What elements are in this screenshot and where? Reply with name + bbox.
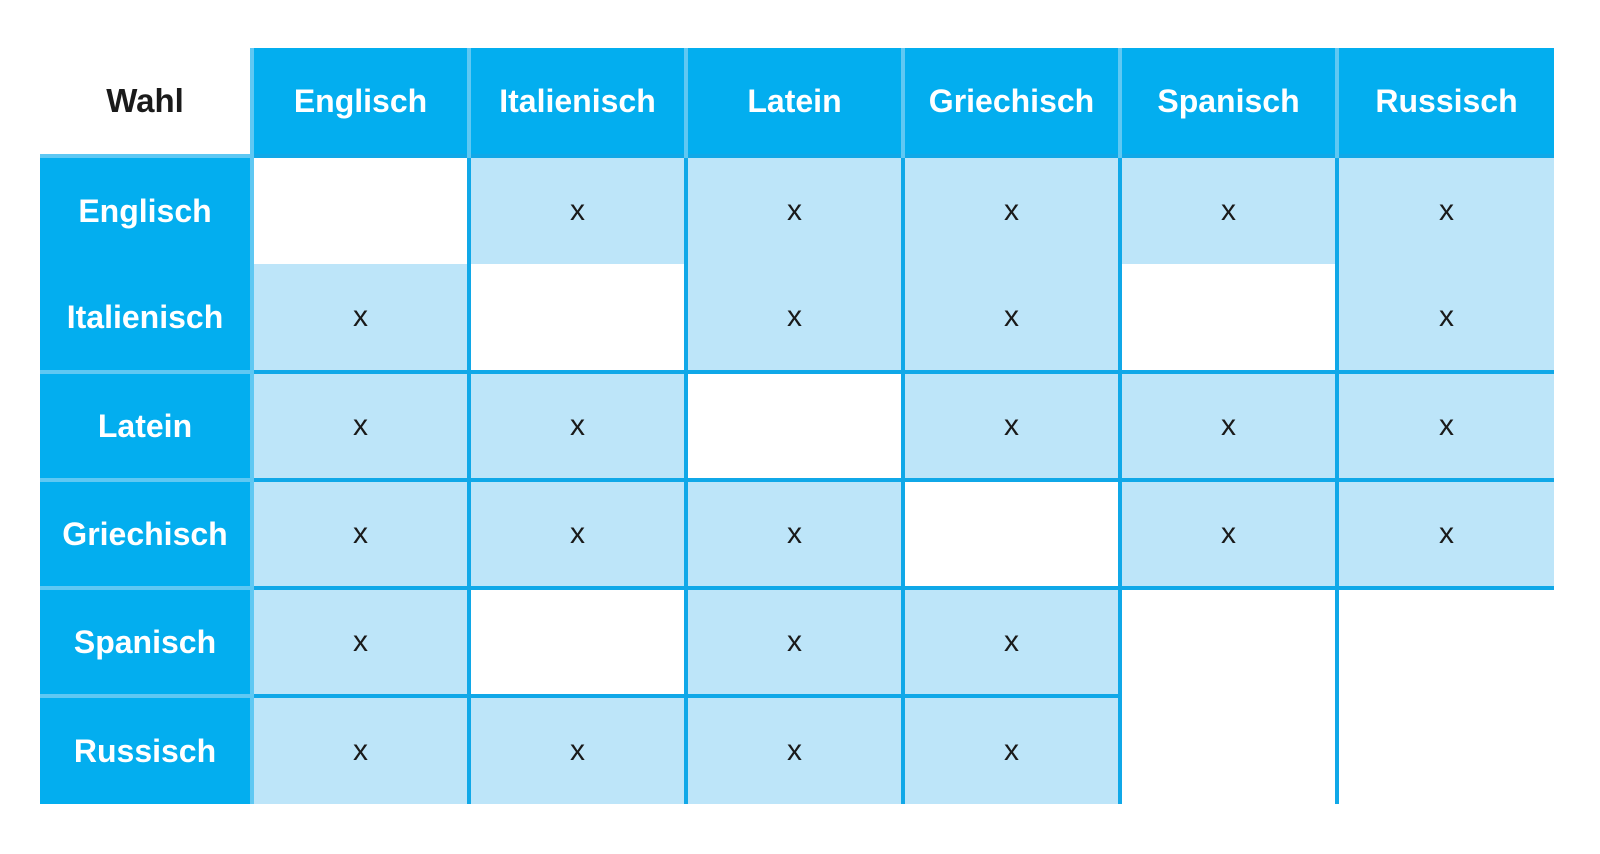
language-choice-table: Wahl Englisch Italienisch Latein Griechi… (40, 48, 1554, 804)
table-row: Italienisch x x x x (40, 264, 1554, 372)
table-cell: x (684, 154, 903, 264)
table-cell: x (1335, 154, 1554, 264)
column-header: Spanisch (1118, 48, 1337, 156)
table-cell: x (684, 264, 903, 372)
table-cell: x (1335, 370, 1554, 480)
table-cell: x (250, 370, 469, 480)
table-cell: x (901, 586, 1120, 696)
table-cell (1118, 694, 1337, 804)
table-cell: x (1335, 478, 1554, 588)
column-header: Latein (684, 48, 903, 156)
table-row: Spanisch x x x (40, 586, 1554, 696)
table-cell: x (250, 478, 469, 588)
table-cell (684, 370, 903, 480)
table-cell: x (684, 586, 903, 696)
table-row: Griechisch x x x x x (40, 478, 1554, 588)
column-header: Russisch (1335, 48, 1554, 156)
table-row: Latein x x x x x (40, 370, 1554, 480)
table-cell: x (467, 478, 686, 588)
table-cell (1118, 264, 1337, 372)
row-header: Spanisch (40, 586, 254, 696)
table-cell: x (1118, 370, 1337, 480)
column-header: Italienisch (467, 48, 686, 156)
table-cell: x (901, 154, 1120, 264)
column-header: Englisch (250, 48, 469, 156)
row-header: Griechisch (40, 478, 254, 588)
table-cell (901, 478, 1120, 588)
table-cell (1335, 586, 1554, 696)
table-cell (467, 264, 686, 372)
table-cell: x (250, 264, 469, 372)
table-row: Russisch x x x x (40, 694, 1554, 804)
table-cell (250, 154, 469, 264)
header-row: Wahl Englisch Italienisch Latein Griechi… (40, 48, 1554, 156)
table-cell (1118, 586, 1337, 696)
row-header: Italienisch (40, 264, 254, 372)
table-cell: x (467, 154, 686, 264)
table-cell: x (1335, 264, 1554, 372)
table-cell: x (1118, 478, 1337, 588)
row-header: Latein (40, 370, 254, 480)
table-cell: x (1118, 154, 1337, 264)
row-header: Russisch (40, 694, 254, 804)
table-cell: x (684, 478, 903, 588)
column-header: Griechisch (901, 48, 1120, 156)
table-cell (467, 586, 686, 696)
table-cell (1335, 694, 1554, 804)
table-cell: x (467, 694, 686, 804)
table-cell: x (250, 694, 469, 804)
table-cell: x (901, 264, 1120, 372)
table-cell: x (250, 586, 469, 696)
table-cell: x (467, 370, 686, 480)
table-cell: x (684, 694, 903, 804)
corner-label: Wahl (40, 48, 252, 156)
table-cell: x (901, 694, 1120, 804)
row-header: Englisch (40, 154, 254, 264)
table-cell: x (901, 370, 1120, 480)
table-row: Englisch x x x x x (40, 154, 1554, 264)
